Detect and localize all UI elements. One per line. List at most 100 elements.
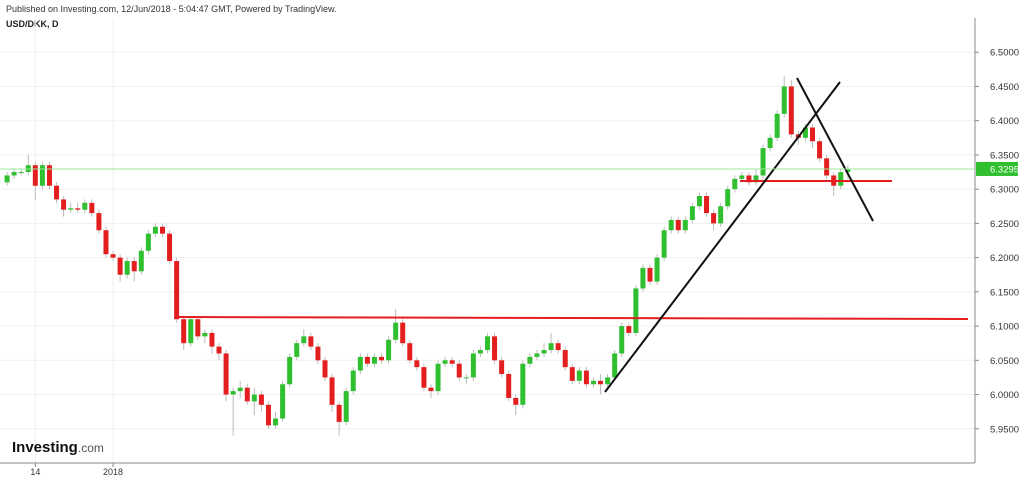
y-tick-label: 6.0000 (990, 390, 1019, 401)
candle-body (845, 168, 851, 173)
candle-body (336, 404, 342, 422)
candle-body (131, 261, 137, 272)
candle-body (393, 322, 399, 340)
candle-body (838, 172, 844, 186)
candle-body (294, 343, 300, 357)
candle-body (428, 387, 434, 392)
candle-body (598, 380, 604, 385)
resistance-line (177, 316, 969, 320)
candle-body (379, 356, 385, 361)
y-tick-label: 6.3000 (990, 185, 1019, 196)
candle-body (350, 370, 356, 392)
candle-body (202, 332, 208, 337)
candle-body (68, 208, 74, 210)
candle-body (746, 175, 752, 183)
candle-body (704, 196, 710, 214)
candle-body (633, 288, 639, 333)
candle-body (569, 367, 575, 381)
candle-body (499, 360, 505, 374)
candle-body (767, 137, 773, 149)
candle-body (654, 257, 660, 282)
logo: Investing.com (12, 439, 104, 456)
candle-body (32, 165, 38, 186)
y-tick-label: 6.2000 (990, 253, 1019, 264)
candle-body (682, 219, 688, 231)
candle-body (343, 391, 349, 422)
candle-body (506, 374, 512, 398)
candle-body (477, 350, 483, 354)
y-tick-label: 5.9500 (990, 424, 1019, 435)
candle-body (75, 208, 81, 210)
candle-body (237, 387, 243, 392)
uptrend-line (604, 81, 841, 393)
candle-body (209, 332, 215, 347)
y-tick-label: 6.0500 (990, 356, 1019, 367)
candle-body (661, 230, 667, 258)
candle-body (541, 350, 547, 354)
candle-body (216, 346, 222, 354)
candles (4, 76, 851, 436)
candle-body (421, 367, 427, 388)
candle-body (371, 356, 377, 364)
candle-body (562, 350, 568, 368)
candle-body (739, 175, 745, 179)
y-tick-label: 6.3500 (990, 150, 1019, 161)
candle-body (435, 363, 441, 392)
candle-body (174, 261, 180, 320)
candle-body (760, 148, 766, 176)
candle-body (626, 326, 632, 333)
candle-body (590, 380, 596, 385)
candle-body (357, 356, 363, 371)
candle-body (449, 360, 455, 364)
candle-body (668, 219, 674, 231)
downtrend-line (796, 77, 874, 222)
candle-body (802, 127, 808, 138)
candle-body (82, 202, 88, 210)
logo-brand: Investing.com (12, 439, 104, 456)
candle-body (18, 172, 24, 174)
candle-body (54, 185, 60, 200)
candle-body (781, 86, 787, 114)
candle-body (824, 158, 830, 176)
chart-subtitle: USD/DKK, D (6, 19, 59, 29)
candle-body (124, 261, 130, 275)
x-tick-label: 2018 (103, 467, 123, 477)
candle-body (315, 346, 321, 361)
candle-body (167, 233, 173, 262)
candle-body (11, 172, 17, 176)
candle-body (725, 189, 731, 207)
candle-body (605, 377, 611, 385)
candle-body (612, 353, 618, 378)
grid (0, 18, 975, 463)
logo-suffix: .com (78, 441, 104, 455)
y-tick-label: 6.5000 (990, 48, 1019, 59)
candle-body (527, 356, 533, 364)
candle-body (400, 322, 406, 344)
candle-body (619, 326, 625, 354)
trend-lines (177, 77, 969, 393)
candle-body (534, 353, 540, 357)
x-tick-label: 14 (30, 467, 40, 477)
candle-body (492, 336, 498, 361)
candle-body (485, 336, 490, 351)
candle-body (329, 377, 335, 405)
candle-body (287, 356, 293, 385)
candle-body (732, 178, 738, 190)
candle-body (520, 363, 526, 405)
candle-body (61, 199, 67, 210)
candle-body (576, 370, 582, 381)
candle-body (442, 360, 448, 364)
candle-body (463, 377, 469, 379)
candle-body (386, 339, 392, 361)
candle-body (513, 397, 519, 405)
axes: 5.9500 6.0000 6.0500 6.1000 6.1500 6.2000 6.25… (0, 18, 1019, 477)
last-price-box (976, 161, 1018, 176)
candle-body (96, 213, 102, 231)
candle-body (188, 319, 194, 344)
candle-body (258, 394, 264, 405)
y-tick-label: 6.4500 (990, 82, 1019, 93)
candle-body (181, 319, 187, 344)
candle-body (4, 175, 10, 183)
candle-body (640, 267, 646, 289)
